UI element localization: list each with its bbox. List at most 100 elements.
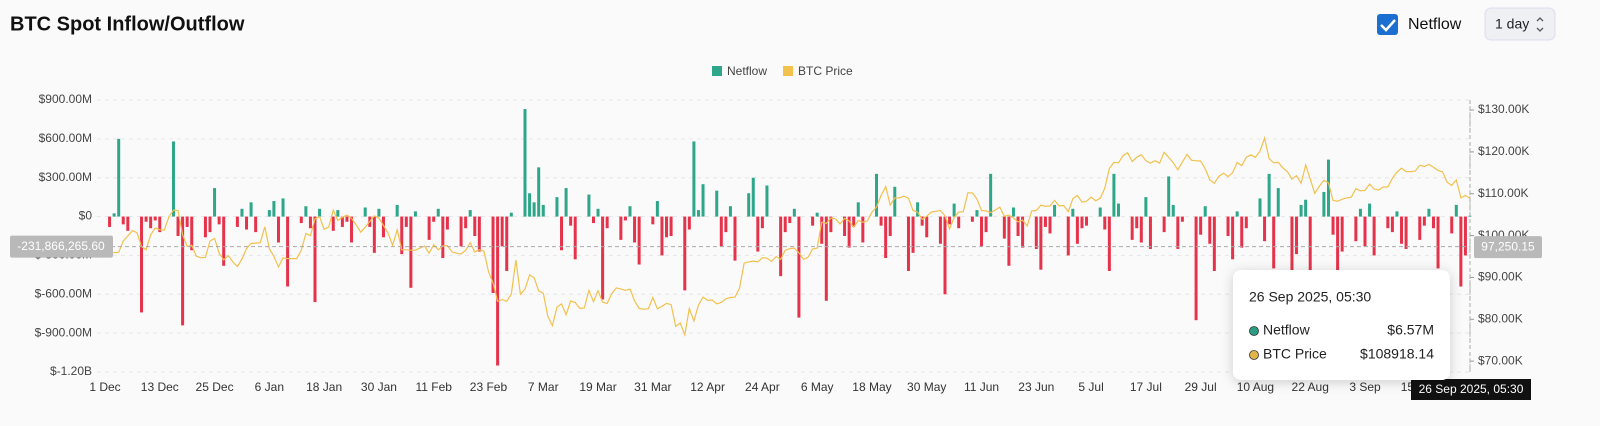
bar bbox=[980, 216, 984, 247]
checkmark bbox=[1380, 19, 1396, 32]
bar bbox=[587, 194, 591, 217]
bar bbox=[938, 216, 942, 244]
bar bbox=[669, 216, 673, 236]
bar bbox=[1075, 216, 1079, 244]
bar bbox=[829, 216, 833, 233]
bar bbox=[701, 184, 705, 217]
bar bbox=[820, 216, 824, 244]
bar bbox=[491, 216, 495, 293]
bar bbox=[852, 216, 856, 227]
bar bbox=[441, 216, 445, 259]
bar bbox=[473, 216, 477, 236]
bar bbox=[1295, 216, 1299, 255]
bar bbox=[459, 216, 463, 247]
bar bbox=[363, 207, 367, 217]
bar bbox=[683, 216, 687, 291]
bar bbox=[1066, 216, 1070, 256]
bar bbox=[843, 216, 847, 236]
bar bbox=[1098, 207, 1102, 217]
bar bbox=[222, 216, 226, 266]
bar bbox=[1171, 204, 1175, 217]
bar bbox=[1290, 216, 1294, 284]
bar bbox=[628, 206, 632, 217]
bar bbox=[1372, 216, 1376, 256]
bar bbox=[1135, 216, 1139, 229]
interval-select[interactable] bbox=[1484, 7, 1556, 41]
bar bbox=[1212, 216, 1216, 271]
bar bbox=[541, 204, 545, 217]
checkbox-label[interactable]: Netflow bbox=[1408, 16, 1462, 33]
bar bbox=[528, 193, 532, 217]
bar bbox=[276, 216, 280, 243]
bar bbox=[153, 216, 157, 221]
y2-tick-label: $130.00K bbox=[1478, 102, 1529, 116]
bar bbox=[1354, 216, 1358, 242]
bar bbox=[1034, 216, 1038, 249]
bar bbox=[779, 216, 783, 277]
y-tick-label: $-1.20B bbox=[50, 364, 92, 378]
x-tick-label: 5 Jul bbox=[1078, 380, 1103, 394]
bar bbox=[1386, 216, 1390, 229]
bar bbox=[272, 201, 276, 217]
tooltip-title: 26 Sep 2025, 05:30 bbox=[1249, 289, 1371, 305]
y-tick-label: $600.00M bbox=[39, 131, 92, 145]
bar bbox=[1450, 216, 1454, 234]
bar bbox=[1235, 211, 1239, 217]
crosshair-y-tag bbox=[10, 235, 113, 258]
crosshair-x-tag bbox=[1411, 379, 1531, 400]
bar bbox=[875, 173, 879, 217]
x-tick-label: 3 Sep bbox=[1349, 380, 1381, 394]
bar bbox=[1299, 204, 1303, 217]
bar bbox=[605, 216, 609, 229]
bar bbox=[190, 216, 194, 251]
bar bbox=[149, 216, 153, 229]
tooltip-value: $6.57M bbox=[1387, 322, 1434, 338]
bar bbox=[436, 208, 440, 217]
checkbox[interactable] bbox=[1377, 14, 1398, 35]
bar bbox=[235, 216, 239, 227]
bar bbox=[299, 216, 303, 224]
y-tick-label: $900.00M bbox=[39, 92, 92, 106]
bar bbox=[1130, 216, 1134, 240]
bar bbox=[1422, 216, 1426, 226]
bar bbox=[500, 216, 504, 247]
bar bbox=[345, 216, 349, 222]
bar bbox=[1276, 188, 1280, 217]
bar bbox=[108, 216, 112, 227]
tooltip-dot bbox=[1249, 350, 1259, 360]
bar bbox=[1304, 199, 1308, 217]
bar bbox=[340, 216, 344, 227]
bar bbox=[943, 216, 947, 295]
legend-swatch bbox=[712, 66, 722, 76]
bar bbox=[1176, 216, 1180, 249]
bar bbox=[240, 208, 244, 217]
bar bbox=[1162, 216, 1166, 233]
bar bbox=[975, 210, 979, 217]
bar bbox=[267, 210, 271, 217]
bar bbox=[1085, 216, 1089, 226]
bar bbox=[1363, 216, 1367, 247]
bar bbox=[1240, 216, 1244, 248]
x-tick-label: 1 Dec bbox=[89, 380, 120, 394]
bar bbox=[537, 167, 541, 217]
x-tick-label: 23 Feb bbox=[470, 380, 508, 394]
x-tick-label: 18 May bbox=[852, 380, 891, 394]
tooltip-name: BTC Price bbox=[1263, 346, 1327, 362]
bar bbox=[651, 216, 655, 225]
bar bbox=[1226, 216, 1230, 236]
bar bbox=[925, 216, 929, 238]
x-tick-label: 23 Jun bbox=[1018, 380, 1054, 394]
bar bbox=[623, 216, 627, 221]
y2-tick-label: $90.00K bbox=[1478, 270, 1523, 284]
bar bbox=[783, 216, 787, 233]
bar bbox=[1340, 216, 1344, 252]
legend-swatch bbox=[783, 66, 794, 76]
bar bbox=[920, 216, 924, 226]
bar bbox=[377, 208, 381, 217]
bar bbox=[724, 216, 728, 233]
y-tick-label: $-600.00M bbox=[35, 286, 92, 300]
bar bbox=[432, 216, 436, 222]
bar bbox=[409, 216, 413, 288]
x-tick-label: 19 Mar bbox=[579, 380, 616, 394]
bar bbox=[765, 185, 769, 217]
